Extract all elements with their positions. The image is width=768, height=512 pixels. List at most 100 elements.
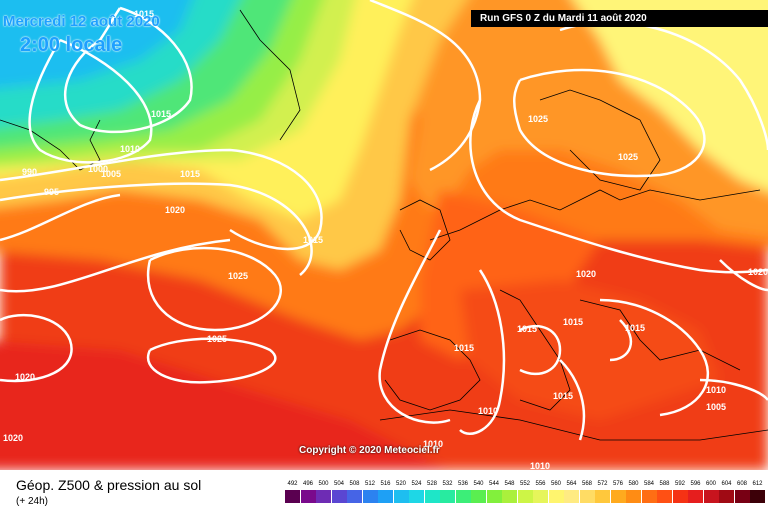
legend-value: 520 <box>395 481 406 487</box>
legend-swatch <box>533 490 548 503</box>
legend-swatch <box>471 490 486 503</box>
legend-value: 588 <box>659 481 670 487</box>
isobar-label: 1020 <box>3 433 23 443</box>
legend-swatch <box>393 490 409 503</box>
legend-swatch <box>300 490 316 503</box>
legend-value: 548 <box>504 481 515 487</box>
forecast-date: Mercredi 12 août 2020 <box>3 13 160 30</box>
legend-swatch <box>610 490 626 503</box>
isobar-label: 1010 <box>423 439 443 449</box>
legend-value: 556 <box>535 481 546 487</box>
legend-value: 560 <box>550 481 561 487</box>
legend-swatch <box>347 490 362 503</box>
legend-swatch <box>502 490 517 503</box>
legend-value: 516 <box>380 481 391 487</box>
legend-swatch <box>734 490 750 503</box>
legend-value: 592 <box>674 481 685 487</box>
isobar-label: 1010 <box>478 406 498 416</box>
legend-swatch <box>424 490 440 503</box>
legend-value: 584 <box>643 481 654 487</box>
legend-swatch <box>440 490 455 503</box>
legend-swatch <box>409 490 424 503</box>
legend-value: 500 <box>318 481 329 487</box>
legend-value: 508 <box>349 481 360 487</box>
legend-swatch <box>517 490 533 503</box>
isobar-label: 1000 <box>88 164 108 174</box>
legend-value: 564 <box>566 481 577 487</box>
legend-value: 600 <box>705 481 716 487</box>
legend-swatch <box>641 490 657 503</box>
forecast-local-time: 2:00 locale <box>20 34 123 56</box>
legend-swatch <box>486 490 502 503</box>
legend-swatch <box>316 490 331 503</box>
legend-value: 524 <box>411 481 422 487</box>
isobar-label: 1020 <box>15 372 35 382</box>
legend-swatch <box>657 490 672 503</box>
legend-value: 572 <box>597 481 608 487</box>
isobar-label: 1015 <box>180 169 200 179</box>
isobar-label: 1015 <box>517 324 537 334</box>
legend-value: 504 <box>333 481 344 487</box>
legend-value: 496 <box>302 481 313 487</box>
isobars <box>0 0 768 440</box>
legend-value: 540 <box>473 481 484 487</box>
legend-value: 552 <box>519 481 530 487</box>
isobar-label: 1010 <box>120 144 140 154</box>
legend-value: 604 <box>721 481 732 487</box>
legend-swatch <box>672 490 688 503</box>
copyright-notice: Copyright © 2020 Meteociel.fr <box>299 445 440 456</box>
legend-swatch <box>378 490 393 503</box>
legend-swatch <box>750 490 765 503</box>
isobar-label: 1015 <box>454 343 474 353</box>
legend-value: 532 <box>442 481 453 487</box>
isobar-label: 1010 <box>530 461 550 470</box>
isobar-label: 1015 <box>553 391 573 401</box>
isobar-label: 1015 <box>303 235 323 245</box>
legend-value: 536 <box>457 481 468 487</box>
isobar-label: 1015 <box>151 109 171 119</box>
isobar-label: 1015 <box>134 9 154 19</box>
isobar-label: 1010 <box>706 385 726 395</box>
legend-swatch <box>362 490 378 503</box>
legend-swatch <box>626 490 641 503</box>
legend-swatch <box>331 490 347 503</box>
legend-value: 596 <box>690 481 701 487</box>
isobar-label: 1005 <box>101 169 121 179</box>
model-run-banner: Run GFS 0 Z du Mardi 11 août 2020 <box>471 10 768 27</box>
isobar-label: 1025 <box>207 334 227 344</box>
legend-value: 528 <box>426 481 437 487</box>
legend-swatch <box>595 490 610 503</box>
isobar-label: 1020 <box>576 269 596 279</box>
legend-value: 492 <box>287 481 298 487</box>
legend-value: 512 <box>364 481 375 487</box>
isobar-labels: 1015 1015 1010 1005 1000 990 995 1015 10… <box>3 9 768 470</box>
legend-swatch <box>564 490 579 503</box>
legend-swatch <box>703 490 719 503</box>
legend-swatch <box>285 490 300 503</box>
isobar-label: 1020 <box>748 267 768 277</box>
legend-value: 612 <box>752 481 763 487</box>
legend-value: 576 <box>612 481 623 487</box>
forecast-lead-time: (+ 24h) <box>16 496 48 507</box>
isobar-label: 1015 <box>625 323 645 333</box>
legend-swatch <box>455 490 471 503</box>
geopotential-map: 1015 1015 1010 1005 1000 990 995 1015 10… <box>0 0 768 470</box>
isobar-label: 995 <box>44 187 59 197</box>
legend-value: 568 <box>581 481 592 487</box>
isobar-label: 1025 <box>528 114 548 124</box>
legend-swatch <box>579 490 595 503</box>
isobar-label: 1025 <box>228 271 248 281</box>
isobar-label: 990 <box>22 167 37 177</box>
legend-value: 544 <box>488 481 499 487</box>
legend-swatch <box>719 490 734 503</box>
legend-swatch <box>688 490 703 503</box>
map-parameter-title: Géop. Z500 & pression au sol <box>16 477 202 493</box>
legend-value: 608 <box>736 481 747 487</box>
isobar-label: 1005 <box>706 402 726 412</box>
legend-value: 580 <box>628 481 639 487</box>
legend-swatch <box>548 490 564 503</box>
isobar-label: 1015 <box>563 317 583 327</box>
isobar-label: 1020 <box>165 205 185 215</box>
isobar-label: 1025 <box>618 152 638 162</box>
